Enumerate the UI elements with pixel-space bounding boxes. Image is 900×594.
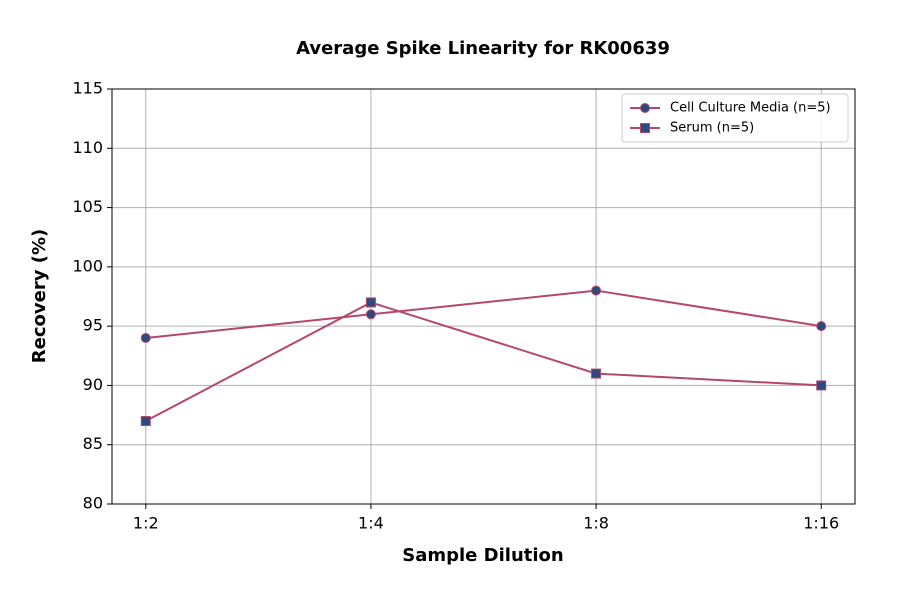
marker bbox=[591, 285, 602, 296]
x-tick-label: 1:16 bbox=[803, 514, 839, 533]
y-tick-label: 100 bbox=[72, 256, 103, 275]
marker bbox=[591, 368, 602, 379]
marker bbox=[140, 416, 151, 426]
marker bbox=[816, 380, 827, 391]
y-tick-label: 95 bbox=[83, 316, 103, 335]
x-tick-label: 1:8 bbox=[583, 514, 609, 533]
marker bbox=[140, 333, 151, 343]
series-line bbox=[145, 289, 822, 339]
chart-title: Average Spike Linearity for RK00639 bbox=[296, 38, 670, 59]
legend-marker bbox=[640, 103, 650, 113]
legend-box bbox=[621, 93, 849, 143]
y-tick-label: 90 bbox=[83, 375, 103, 394]
legend-label: Cell Culture Media (n=5) bbox=[670, 101, 831, 116]
plot-frame bbox=[111, 88, 856, 505]
marker bbox=[365, 297, 376, 308]
marker bbox=[365, 309, 376, 320]
marker bbox=[816, 321, 827, 332]
x-tick-label: 1:4 bbox=[358, 514, 384, 533]
legend-label: Serum (n=5) bbox=[670, 121, 754, 136]
x-axis-label: Sample Dilution bbox=[402, 545, 563, 566]
y-tick-label: 85 bbox=[83, 434, 103, 453]
y-axis-label: Recovery (%) bbox=[29, 229, 50, 363]
y-tick-label: 115 bbox=[72, 79, 103, 98]
y-tick-label: 110 bbox=[72, 138, 103, 157]
y-tick-label: 80 bbox=[83, 494, 103, 513]
legend-marker bbox=[640, 123, 650, 133]
series-line bbox=[145, 301, 822, 422]
x-tick-label: 1:2 bbox=[133, 514, 159, 533]
y-tick-label: 105 bbox=[72, 197, 103, 216]
